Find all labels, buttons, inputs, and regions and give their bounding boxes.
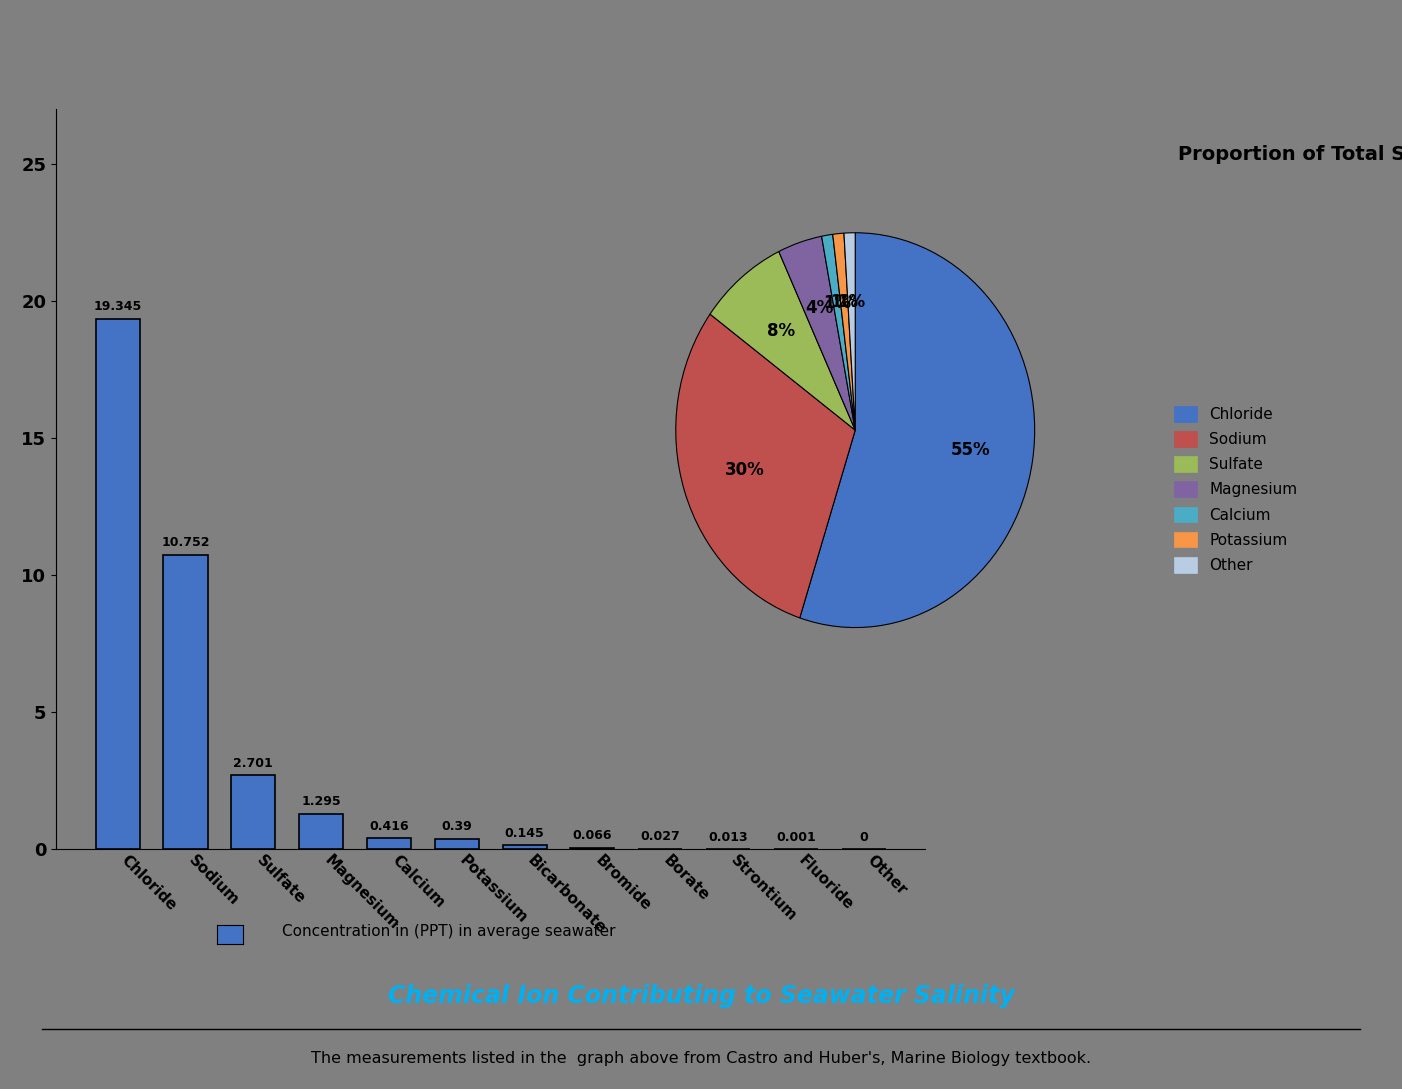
Text: 0.39: 0.39	[442, 820, 472, 833]
Text: 0.001: 0.001	[777, 831, 816, 844]
Bar	[95, 319, 140, 849]
Text: Concentration in (PPT) in average seawater: Concentration in (PPT) in average seawat…	[282, 923, 615, 939]
Text: 1%: 1%	[830, 293, 858, 311]
Text: The measurements listed in the  graph above from Castro and Huber's, Marine Biol: The measurements listed in the graph abo…	[311, 1051, 1091, 1066]
Bar	[367, 839, 411, 849]
Text: 19.345: 19.345	[94, 301, 142, 314]
Wedge shape	[709, 252, 855, 430]
Text: 1%: 1%	[823, 294, 851, 313]
Wedge shape	[799, 233, 1035, 627]
Wedge shape	[833, 233, 855, 430]
Bar	[164, 554, 207, 849]
Text: 0.066: 0.066	[572, 829, 613, 842]
Text: 0.416: 0.416	[369, 820, 409, 832]
Bar	[231, 775, 275, 849]
Bar	[435, 839, 479, 849]
Text: Chemical Ion Contributing to Seawater Salinity: Chemical Ion Contributing to Seawater Sa…	[387, 984, 1015, 1008]
Bar	[571, 847, 614, 849]
Text: 10.752: 10.752	[161, 536, 210, 549]
Text: 1%: 1%	[837, 293, 865, 310]
Text: 0: 0	[859, 831, 868, 844]
Text: 4%: 4%	[805, 299, 833, 317]
Text: 0.145: 0.145	[505, 827, 544, 840]
Text: 0.013: 0.013	[708, 831, 747, 844]
Text: 1.295: 1.295	[301, 795, 341, 808]
Bar	[502, 845, 547, 849]
Text: 2.701: 2.701	[233, 757, 273, 770]
Wedge shape	[844, 233, 855, 430]
Title: Proportion of Total Salinity: Proportion of Total Salinity	[1178, 145, 1402, 163]
Text: 30%: 30%	[725, 461, 764, 479]
Text: 55%: 55%	[951, 441, 990, 460]
Bar	[299, 813, 343, 849]
Wedge shape	[822, 234, 855, 430]
Legend: Chloride, Sodium, Sulfate, Magnesium, Calcium, Potassium, Other: Chloride, Sodium, Sulfate, Magnesium, Ca…	[1168, 400, 1304, 579]
Text: 8%: 8%	[767, 322, 795, 340]
Wedge shape	[780, 236, 855, 430]
Text: 0.027: 0.027	[641, 830, 680, 843]
Wedge shape	[676, 314, 855, 617]
